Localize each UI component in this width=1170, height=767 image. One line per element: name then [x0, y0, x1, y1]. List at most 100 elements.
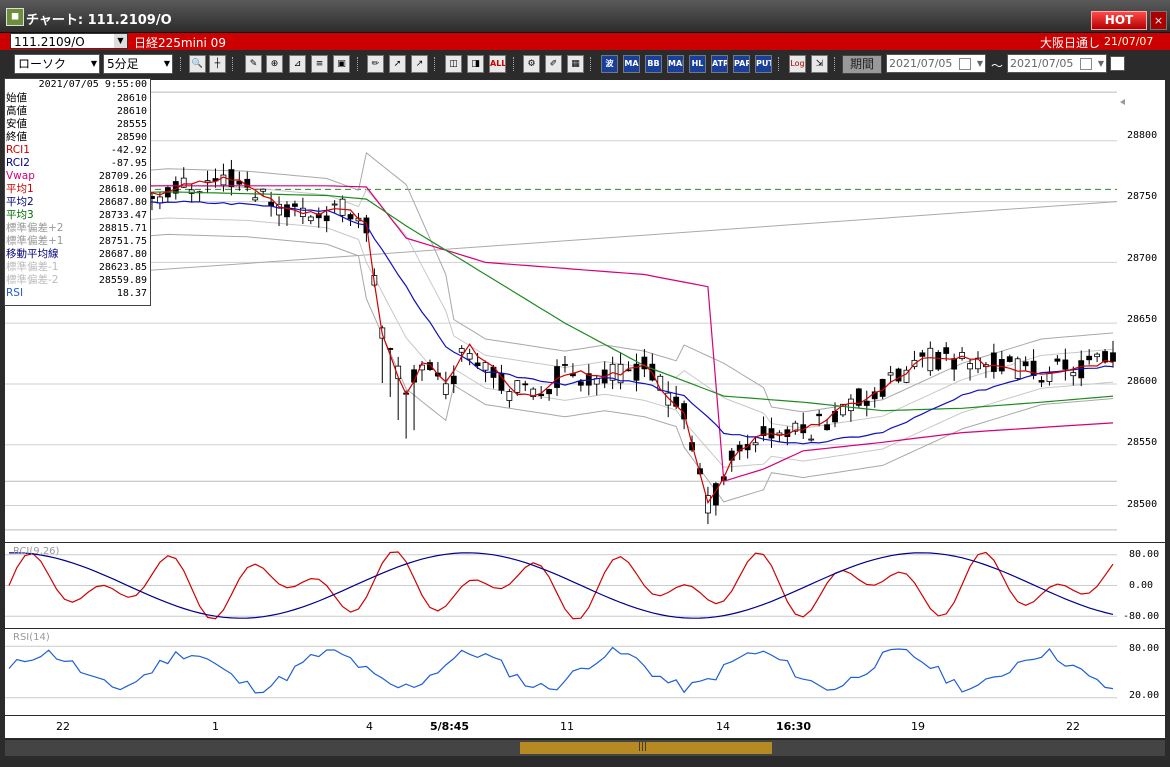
candle-body — [577, 381, 584, 386]
candle-body — [331, 203, 338, 206]
candle-body — [752, 442, 759, 446]
candle-body — [951, 358, 958, 370]
rci-label: RCI(9,26) — [13, 546, 60, 557]
chevron-down-icon[interactable]: ▼ — [976, 59, 983, 68]
grip-icon: ||| — [638, 742, 648, 752]
candle-body — [180, 177, 187, 188]
candle-icon[interactable]: ◫ — [445, 55, 462, 73]
time-axis-label: 22 — [56, 720, 70, 733]
candle-body — [307, 216, 314, 222]
info-row: 安値 28555 — [5, 118, 150, 131]
candle-body — [466, 353, 473, 360]
window-title: チャート: 111.2109/O — [26, 13, 172, 28]
candle-body — [1110, 352, 1116, 362]
indicator-atr-button[interactable]: ATR — [711, 55, 728, 73]
time-axis-label: 22 — [1066, 720, 1080, 733]
candle-body — [1094, 353, 1101, 358]
candle-body — [514, 380, 521, 393]
bar-icon[interactable]: ◨ — [467, 55, 484, 73]
close-button[interactable]: × — [1150, 11, 1167, 30]
symbol-select[interactable]: 111.2109/O ▼ — [10, 33, 128, 49]
indicator-ma-button[interactable]: MA — [623, 55, 640, 73]
info-row-label: RCI2 — [6, 157, 30, 169]
candle-body — [975, 357, 981, 370]
candle-body — [1014, 358, 1021, 379]
chevron-down-icon[interactable]: ▼ — [1097, 59, 1104, 68]
indicator-para-button[interactable]: PARA — [733, 55, 750, 73]
period-button[interactable]: 期間 — [842, 55, 882, 74]
indicator-icon[interactable]: ≡ — [311, 55, 328, 73]
candle-body — [506, 391, 513, 401]
scrollbar-thumb[interactable]: ||| — [520, 742, 772, 754]
calendar-icon[interactable] — [959, 58, 971, 70]
info-row-value: 28610 — [116, 106, 147, 117]
color-icon[interactable]: ▦ — [567, 55, 584, 73]
candle-body — [705, 495, 711, 514]
period-checkbox[interactable] — [1110, 56, 1125, 71]
zoom-icon[interactable]: 🔍 — [189, 55, 206, 73]
hot-button[interactable]: HOT — [1091, 11, 1147, 30]
price-axis-label: 28750 — [1127, 191, 1158, 202]
price-chart[interactable]: 28800 28750 28700 28650 28600 28550 2850… — [4, 80, 1165, 542]
info-row: 標準偏差+1 28751.75 — [5, 235, 150, 248]
lock-icon[interactable]: ▣ — [333, 55, 350, 73]
time-axis-label: 5/8:45 — [430, 720, 470, 733]
market-label: 大阪日通し — [1040, 36, 1101, 50]
rsi-chart[interactable]: RSI(14) 80.00 20.00 — [5, 629, 1165, 715]
info-row: RSI 18.37 — [5, 287, 150, 300]
price-axis-label: 28800 — [1127, 130, 1158, 141]
bollinger-upper-2 — [9, 152, 1114, 413]
trend-line — [4, 201, 1118, 282]
to-date-input[interactable]: 2021/07/05 ▼ — [1007, 54, 1107, 73]
candle-body — [1022, 361, 1029, 367]
rsi-axis-label: 20.00 — [1129, 690, 1160, 701]
from-date-input[interactable]: 2021/07/05 ▼ — [886, 54, 986, 73]
pen-icon[interactable]: ✏ — [367, 55, 384, 73]
interval-select[interactable]: 5分足 ▼ — [103, 54, 173, 74]
info-row-value: 28733.47 — [98, 210, 147, 221]
arrow-icon[interactable]: ↗ — [411, 55, 428, 73]
calendar-icon[interactable] — [1080, 58, 1092, 70]
candle-body — [260, 188, 267, 192]
all-button[interactable]: ALL — [489, 55, 506, 73]
info-row-value: 28559.89 — [98, 275, 147, 286]
log-button[interactable]: Log — [789, 55, 806, 73]
crosshair-icon[interactable]: ┼ — [209, 55, 226, 73]
indicator-mae-button[interactable]: MAE — [667, 55, 684, 73]
search-chart-icon[interactable]: ⊕ — [266, 55, 283, 73]
info-row-value: 28687.80 — [98, 197, 147, 208]
toolbar-separator — [778, 57, 781, 71]
paint-icon[interactable]: ✐ — [545, 55, 562, 73]
info-row-value: -87.95 — [110, 158, 147, 169]
draw-tool-icon[interactable]: ✎ — [245, 55, 262, 73]
line-chart-icon[interactable]: ⊿ — [289, 55, 306, 73]
indicator-wave-button[interactable]: 波 — [601, 55, 618, 73]
rci-chart[interactable]: RCI(9,26) 80.00 0.00 -80.00 — [5, 543, 1165, 628]
toolbar-separator — [357, 57, 360, 71]
candle-body — [427, 362, 433, 371]
settings-icon[interactable]: ⚙ — [523, 55, 540, 73]
time-axis-label: 4 — [366, 720, 373, 733]
info-row-value: -42.92 — [110, 145, 147, 156]
ohlc-info-panel: 2021/07/05 9:55:00 始値 28610 高値 28610 安値 28555… — [4, 78, 151, 306]
chart-type-select[interactable]: ローソク ▼ — [14, 54, 100, 74]
export-icon[interactable]: ⇲ — [811, 55, 828, 73]
axis-marker — [1120, 99, 1125, 105]
bollinger-lower-1 — [9, 217, 1114, 468]
chevron-down-icon[interactable]: ▼ — [114, 34, 127, 48]
cursor-icon[interactable]: ➚ — [389, 55, 406, 73]
candle-body — [220, 174, 227, 186]
candle-body — [538, 393, 545, 396]
time-scrollbar[interactable]: ||| — [5, 739, 1165, 756]
rci-axis-label: 0.00 — [1129, 580, 1154, 591]
indicator-put-button[interactable]: PUT — [755, 55, 772, 73]
candle-body — [641, 356, 648, 370]
indicator-bb-button[interactable]: BB — [645, 55, 662, 73]
info-timestamp: 2021/07/05 9:55:00 — [38, 79, 147, 90]
candle-body — [450, 375, 457, 385]
indicator-hl-button[interactable]: HL — [689, 55, 706, 73]
candle-body — [204, 180, 211, 183]
info-row: 始値 28610 — [5, 92, 150, 105]
time-axis-label: 16:30 — [776, 720, 812, 733]
rsi-chart-svg — [5, 645, 1117, 699]
